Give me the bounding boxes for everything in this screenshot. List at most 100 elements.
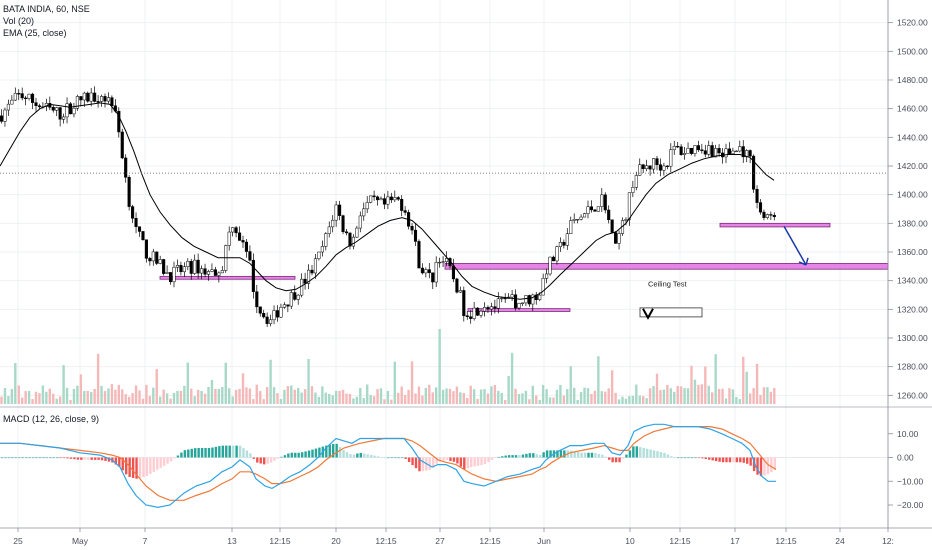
volume-bar xyxy=(472,389,476,404)
candle-body xyxy=(403,210,407,213)
candle-body xyxy=(693,145,697,154)
macd-histogram-bar xyxy=(59,457,62,459)
macd-histogram-bar xyxy=(87,457,90,460)
macd-histogram-bar xyxy=(735,457,739,463)
volume-bar xyxy=(121,389,124,404)
macd-histogram-bar xyxy=(194,448,197,458)
volume-bar xyxy=(55,398,58,404)
volume-bar xyxy=(310,386,314,404)
candle-body xyxy=(476,307,480,316)
volume-bar xyxy=(62,365,65,404)
candle-body xyxy=(251,259,255,292)
check-mark-icon xyxy=(642,308,654,320)
macd-tick-label: 10.00 xyxy=(897,429,919,439)
volume-bar xyxy=(186,362,189,404)
volume-bar xyxy=(328,393,331,404)
volume-bar xyxy=(428,384,431,404)
price-tick-label: 1400.00 xyxy=(897,190,928,200)
macd-histogram-bar xyxy=(635,446,638,458)
volume-bar xyxy=(541,384,545,404)
volume-bar xyxy=(93,388,96,404)
candle-body xyxy=(341,215,345,233)
arrow-head xyxy=(798,257,809,266)
macd-histogram-bar xyxy=(149,457,152,474)
time-axis[interactable]: 25 May 7 13 12:15 20 12:15 27 12:15 Jun 10 12:15 17 1… xyxy=(13,528,894,546)
macd-histogram-bar xyxy=(770,457,773,473)
volume-bar xyxy=(331,395,334,404)
candle-body xyxy=(324,233,328,247)
macd-histogram-bar xyxy=(31,457,35,459)
candle-body xyxy=(141,231,145,240)
macd-histogram-bar xyxy=(501,456,504,458)
volume-bar xyxy=(459,392,462,404)
macd-histogram-bar xyxy=(142,457,145,478)
macd-histogram-bar xyxy=(135,457,138,479)
candle-body xyxy=(262,313,266,318)
macd-histogram-bar xyxy=(249,453,252,458)
candle-body xyxy=(86,92,90,102)
macd-histogram-bar xyxy=(369,454,373,458)
macd-axis[interactable]: 10.00 0.00 −10.00 −20.00 xyxy=(888,429,924,510)
macd-histogram-bar xyxy=(545,450,549,458)
macd-histogram-bar xyxy=(169,457,173,462)
volume-bar xyxy=(773,387,776,404)
candle-body xyxy=(669,149,673,167)
macd-histogram-bar xyxy=(131,457,135,479)
volume-bar xyxy=(272,387,276,404)
macd-tick-label: 0.00 xyxy=(897,453,914,463)
volume-bar xyxy=(469,385,472,404)
macd-histogram-bar xyxy=(52,457,55,459)
macd-histogram-bar xyxy=(235,445,238,458)
candle-body xyxy=(382,198,386,205)
volume-bar xyxy=(362,398,365,404)
volume-bar xyxy=(652,386,655,404)
candle-body xyxy=(376,196,380,201)
candle-body xyxy=(472,307,476,319)
macd-histogram-bar xyxy=(263,457,266,465)
candle-body xyxy=(293,292,297,300)
macd-histogram-bar xyxy=(328,444,331,458)
macd-histogram-bar xyxy=(639,447,642,458)
volume-bar xyxy=(435,387,438,404)
volume-bar xyxy=(766,387,769,404)
candle-body xyxy=(527,295,531,305)
candle-body xyxy=(586,206,590,214)
volume-bar xyxy=(127,396,131,404)
volume-bar xyxy=(586,388,590,404)
legend-ema: EMA (25, close) xyxy=(3,28,67,38)
candle-body xyxy=(541,278,545,296)
candle-body xyxy=(624,219,628,221)
volume-bar xyxy=(141,398,145,404)
volume-bar xyxy=(452,391,455,404)
macd-histogram-bar xyxy=(752,457,756,472)
volume-bar xyxy=(559,384,562,404)
volume-bar xyxy=(424,387,428,404)
macd-histogram-bar xyxy=(18,457,21,459)
macd-histogram-bar xyxy=(511,455,514,458)
price-axis[interactable]: 1260.00 1280.00 1300.00 1320.00 1340.00 1360.… xyxy=(888,18,928,401)
volume-bar xyxy=(34,391,38,404)
candle-body xyxy=(714,148,718,158)
candle-body xyxy=(369,195,373,203)
candle-body xyxy=(627,192,631,220)
volume-bar xyxy=(510,352,514,404)
candle-body xyxy=(641,164,645,170)
candle-body xyxy=(610,219,614,233)
volume-bar xyxy=(334,390,338,404)
candle-body xyxy=(155,251,159,264)
volume-bar xyxy=(321,386,324,404)
volume-bar xyxy=(642,396,645,404)
time-tick-label: 24 xyxy=(835,536,845,546)
volume-bar xyxy=(300,392,303,404)
candle-body xyxy=(603,194,607,211)
volume-bar xyxy=(731,389,735,404)
volume-bar xyxy=(297,387,300,404)
volume-bar xyxy=(245,387,248,404)
macd-histogram-bar xyxy=(252,457,256,459)
volume-bar xyxy=(621,396,624,404)
volume-bar xyxy=(265,387,269,404)
candle-body xyxy=(445,258,449,262)
macd-histogram-bar xyxy=(601,454,604,458)
macd-histogram-bar xyxy=(611,457,614,463)
time-tick-label: 12:15 xyxy=(775,536,797,546)
